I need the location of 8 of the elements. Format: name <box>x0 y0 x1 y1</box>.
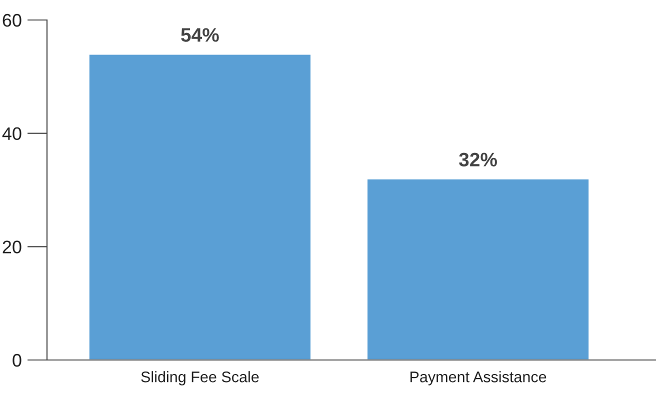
y-tick-label: 0 <box>12 354 22 367</box>
y-tick-label: 20 <box>2 240 22 254</box>
x-tick-label: Sliding Fee Scale <box>141 371 259 386</box>
x-tick-label: Payment Assistance <box>410 371 546 386</box>
data-label: 54% <box>181 28 219 42</box>
data-label: 32% <box>459 152 497 167</box>
y-tick-label: 40 <box>2 127 22 140</box>
y-tick-label: 60 <box>2 14 22 27</box>
